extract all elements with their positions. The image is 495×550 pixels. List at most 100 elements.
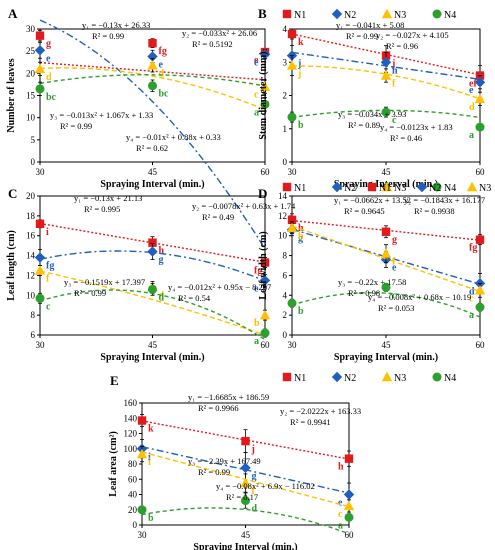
x-tick-label: 60 <box>476 167 486 177</box>
legend-marker-n3 <box>381 181 393 192</box>
equation-text: y₃ = −0.013x² + 1.067x + 1.33 <box>50 110 153 120</box>
significance-letter: d <box>159 292 165 303</box>
series-n4: bca <box>287 282 485 321</box>
panel-letter: C <box>8 186 17 201</box>
r-squared-text: R² = 0.9966 <box>198 403 239 413</box>
significance-letter: b <box>254 318 260 329</box>
y-tick-label: 40 <box>128 490 138 500</box>
series-n2: ee e <box>34 19 271 250</box>
series-n4: c d a <box>35 282 270 347</box>
data-point <box>136 448 148 459</box>
x-tick-label: 30 <box>36 340 46 350</box>
significance-letter: bc <box>46 92 57 103</box>
x-axis-label: Spraying Interval (min.) <box>193 542 297 550</box>
significance-letter: j <box>297 69 301 80</box>
equation-text: y₁ = −1.6685x + 186.59 <box>188 392 269 402</box>
data-point <box>286 60 298 70</box>
significance-letter: bc <box>159 89 170 100</box>
x-tick-label: 60 <box>261 167 271 177</box>
y-tick-label: 16 <box>26 231 36 241</box>
data-point <box>474 77 486 88</box>
legend-item-n1: N1 <box>282 182 306 194</box>
y-tick-label: 12 <box>278 211 287 221</box>
significance-letter: c <box>392 290 397 301</box>
significance-letter: e <box>392 263 397 274</box>
y-tick-label: 8 <box>283 251 288 261</box>
legend-item-n3: N3 <box>381 8 406 21</box>
r-squared-text: R² = 0.053 <box>378 303 414 313</box>
data-point <box>343 489 355 500</box>
legend-item-n1: N1 <box>367 182 391 194</box>
x-tick-label: 45 <box>241 530 251 540</box>
r-squared-text: R² = 0.54 <box>178 293 211 303</box>
legend-label-n2: N2 <box>429 183 441 194</box>
legend: N1 N2 N3 N4 <box>282 8 456 21</box>
data-point <box>34 265 46 275</box>
y-tick-label: 140 <box>124 413 138 423</box>
y-tick-label: 160 <box>124 398 138 408</box>
x-tick-label: 30 <box>36 167 46 177</box>
r-squared-text: R² = 0.62 <box>136 143 168 153</box>
series-n3: i f c <box>136 446 355 520</box>
data-point <box>259 81 271 91</box>
data-point <box>148 284 157 294</box>
significance-letter: a <box>469 310 474 321</box>
significance-letter: c <box>469 293 474 304</box>
data-point <box>474 93 486 104</box>
r-squared-text: R² = 0.99 <box>60 121 92 131</box>
data-point <box>34 63 46 74</box>
legend-label-n1: N1 <box>379 183 391 194</box>
significance-letter: h <box>338 462 344 473</box>
y-tick-label: 15 <box>26 91 36 101</box>
data-point <box>240 462 251 474</box>
data-point <box>148 81 157 91</box>
data-point <box>260 99 270 109</box>
x-tick-label: 60 <box>261 340 271 350</box>
y-tick-label: 0 <box>283 330 288 340</box>
data-point <box>259 309 271 320</box>
x-axis-label: Spraying Interval (min.) <box>334 352 438 363</box>
legend-item-n2: N2 <box>331 181 356 194</box>
y-tick-label: 25 <box>26 46 36 56</box>
legend-label-n4: N4 <box>444 373 456 384</box>
x-tick-label: 30 <box>288 167 298 177</box>
data-point <box>259 49 271 60</box>
legend-item-n4: N4 <box>432 9 456 21</box>
equation-text: y₁ = −0.13x + 26.33 <box>82 20 150 30</box>
data-point <box>287 112 297 122</box>
legend: N1 N2 N3 N4 <box>282 371 456 384</box>
significance-letter: g <box>159 255 164 266</box>
significance-letter: fg <box>159 46 167 57</box>
equation-text: y₃ = −0.22x + 17.58 <box>338 277 406 287</box>
equation-text: y₄ = −0.08x² + 6.9x − 116.02 <box>216 481 315 491</box>
y-tick-label: 14 <box>278 191 288 201</box>
legend-item-n4: N4 <box>432 182 456 194</box>
data-point <box>381 282 391 292</box>
data-point <box>148 238 157 247</box>
data-point <box>475 235 485 244</box>
series-n4: bc bc a <box>35 74 270 118</box>
legend-item-n1: N1 <box>282 372 306 384</box>
x-tick-label: 45 <box>382 340 392 350</box>
equation-text: y₄ = −0.01x² + 0.88x + 0.33 <box>126 132 221 142</box>
trend-line <box>39 270 266 336</box>
legend-marker-n2 <box>331 371 343 383</box>
significance-letter: k <box>148 424 154 435</box>
data-point <box>260 258 270 267</box>
y-axis-label: Number of leaves <box>6 58 17 132</box>
r-squared-text: R² = 0.995 <box>84 204 120 214</box>
data-point <box>287 29 297 39</box>
y-tick-label: 30 <box>26 24 36 34</box>
y-tick-label: 100 <box>124 444 138 454</box>
y-tick-label: 6 <box>31 330 36 340</box>
r-squared-text: R² = 0.9941 <box>290 417 331 427</box>
significance-letter: j <box>391 59 395 70</box>
data-point <box>381 227 391 236</box>
